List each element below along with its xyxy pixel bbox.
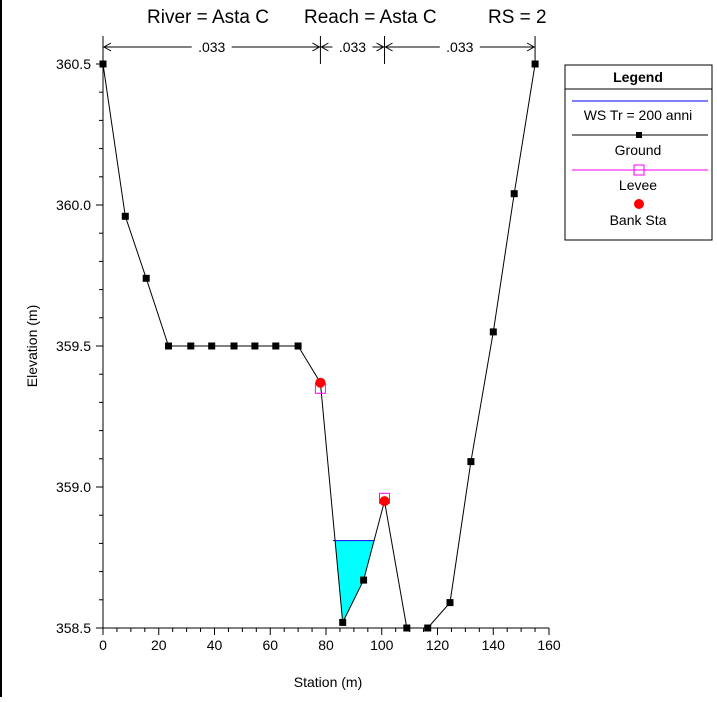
y-tick-label: 360.5 [56, 56, 91, 72]
ground-point [531, 60, 539, 68]
bank-station-point [379, 496, 390, 507]
y-tick-label: 360.0 [56, 197, 91, 213]
n-arrow-head [384, 42, 393, 52]
n-value-label: .033 [339, 39, 366, 55]
x-tick-label: 20 [151, 637, 167, 653]
ground-point [121, 212, 129, 220]
ground-point [294, 342, 302, 350]
ground-point [446, 599, 454, 607]
ground-point [510, 190, 518, 198]
ground-point [165, 342, 172, 350]
x-tick-label: 120 [426, 637, 450, 653]
legend-levee-label: Levee [619, 177, 657, 193]
y-tick-label: 359.0 [56, 479, 91, 495]
ground-point [403, 624, 411, 632]
ground-point [272, 342, 280, 350]
y-tick-label: 358.5 [56, 620, 91, 636]
water-surface-fill [332, 540, 375, 623]
legend: Legend WS Tr = 200 anni Ground Levee Ban… [564, 64, 713, 241]
legend-ground-label: Ground [615, 142, 662, 158]
x-tick-label: 80 [318, 637, 334, 653]
y-tick-label: 359.5 [56, 338, 91, 354]
ground-point [187, 342, 195, 350]
n-value-label: .033 [446, 39, 473, 55]
legend-ws-label: WS Tr = 200 anni [584, 107, 693, 123]
ground-point [360, 576, 368, 584]
title-rs: RS = 2 [488, 7, 547, 28]
ground-series [99, 60, 539, 632]
x-tick-label: 140 [482, 637, 506, 653]
bank-station-point [315, 377, 326, 388]
ground-point [467, 458, 475, 466]
n-arrow-head [320, 42, 329, 52]
water-surface-area [335, 540, 375, 623]
n-arrow-head [102, 42, 112, 52]
ground-point [208, 342, 216, 350]
x-axis-label: Station (m) [294, 674, 362, 690]
ground-point [489, 328, 497, 336]
legend-title: Legend [613, 69, 663, 85]
ground-point [339, 618, 347, 626]
n-arrow-head [312, 42, 321, 52]
legend-levee-marker [633, 164, 645, 176]
x-tick-label: 100 [370, 637, 394, 653]
x-tick-label: 40 [207, 637, 223, 653]
ground-point [424, 624, 432, 632]
axes: 0 20 40 60 80 100 120 140 160 358.5 359.0 359.5 360.… [56, 56, 561, 653]
ground-point [142, 274, 150, 282]
legend-bank-marker [634, 199, 644, 209]
x-tick-label: 0 [99, 637, 107, 653]
y-axis-label: Elevation (m) [24, 305, 40, 387]
ground-point [99, 60, 107, 68]
bank-station-series [315, 377, 390, 507]
legend-bank-label: Bank Sta [610, 212, 667, 228]
legend-box [564, 64, 713, 241]
ground-point [251, 342, 259, 350]
title-reach: Reach = Asta C [304, 7, 437, 28]
legend-ground-marker [636, 132, 642, 138]
n-arrow-head [526, 42, 536, 52]
title-river: River = Asta C [147, 7, 269, 28]
x-tick-label: 160 [537, 637, 561, 653]
ground-point [230, 342, 238, 350]
n-arrow-head [376, 42, 385, 52]
n-value-label: .033 [198, 39, 225, 55]
x-tick-label: 60 [262, 637, 278, 653]
mannings-n-row: .033 .033 .033 [102, 36, 536, 64]
